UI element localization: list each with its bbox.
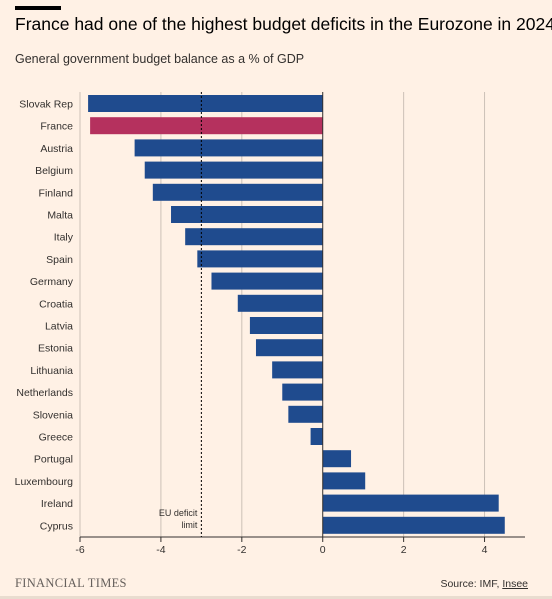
x-tick-label-4: 4 xyxy=(482,544,488,556)
chart-title: France had one of the highest budget def… xyxy=(15,14,552,34)
bar-portugal xyxy=(322,450,352,468)
bar-slovenia xyxy=(288,405,323,423)
bottom-divider xyxy=(0,596,552,599)
bar-latvia xyxy=(249,317,323,334)
category-label-austria: Austria xyxy=(40,143,73,155)
bar-italy xyxy=(185,228,323,246)
bar-netherlands xyxy=(282,383,323,401)
x-tick-label-6: -6 xyxy=(75,544,84,556)
bar-croatia xyxy=(237,294,323,312)
category-label-malta: Malta xyxy=(47,210,73,222)
bar-france xyxy=(90,117,323,135)
source-link-insee[interactable]: Insee xyxy=(502,578,528,590)
category-label-france: France xyxy=(40,121,73,133)
bar-ireland xyxy=(322,494,499,512)
category-label-latvia: Latvia xyxy=(45,321,73,333)
bar-austria xyxy=(134,139,323,157)
category-label-belgium: Belgium xyxy=(35,165,73,177)
category-label-finland: Finland xyxy=(39,187,74,199)
bar-estonia xyxy=(255,339,323,357)
bar-greece xyxy=(310,428,323,445)
bar-cyprus xyxy=(322,516,505,534)
category-label-slovenia: Slovenia xyxy=(33,409,73,421)
category-label-netherlands: Netherlands xyxy=(16,387,73,399)
eu-deficit-limit-label-2: limit xyxy=(181,520,197,530)
category-label-croatia: Croatia xyxy=(39,298,73,310)
bar-lithuania xyxy=(272,361,323,379)
category-label-slovak-rep: Slovak Rep xyxy=(19,99,73,111)
bar-germany xyxy=(211,272,323,290)
x-tick-label-2: -2 xyxy=(237,544,246,556)
bar-malta xyxy=(171,206,323,223)
source-note: Source: IMF, Insee xyxy=(440,578,528,590)
category-label-estonia: Estonia xyxy=(38,343,73,355)
category-label-ireland: Ireland xyxy=(41,498,73,510)
bar-slovak-rep xyxy=(88,95,323,112)
bar-spain xyxy=(197,250,323,268)
category-label-germany: Germany xyxy=(30,276,74,288)
x-tick-label-2: 2 xyxy=(401,544,407,556)
ft-logo: FINANCIAL TIMES xyxy=(15,576,127,590)
x-tick-label-4: -4 xyxy=(156,544,165,556)
source-prefix: Source: IMF, xyxy=(440,578,500,590)
category-label-lithuania: Lithuania xyxy=(30,365,73,377)
category-label-luxembourg: Luxembourg xyxy=(15,476,74,488)
category-label-italy: Italy xyxy=(54,232,74,244)
category-label-cyprus: Cyprus xyxy=(40,520,73,532)
category-label-portugal: Portugal xyxy=(34,454,73,466)
x-tick-label-0: 0 xyxy=(320,544,326,556)
bar-belgium xyxy=(144,161,323,179)
category-label-spain: Spain xyxy=(46,254,73,266)
bar-luxembourg xyxy=(322,472,366,490)
bar-finland xyxy=(152,183,323,201)
chart-subtitle: General government budget balance as a %… xyxy=(15,52,305,66)
category-label-greece: Greece xyxy=(39,432,74,444)
eu-deficit-limit-label-1: EU deficit xyxy=(159,508,198,518)
header-accent-bar xyxy=(15,6,61,10)
